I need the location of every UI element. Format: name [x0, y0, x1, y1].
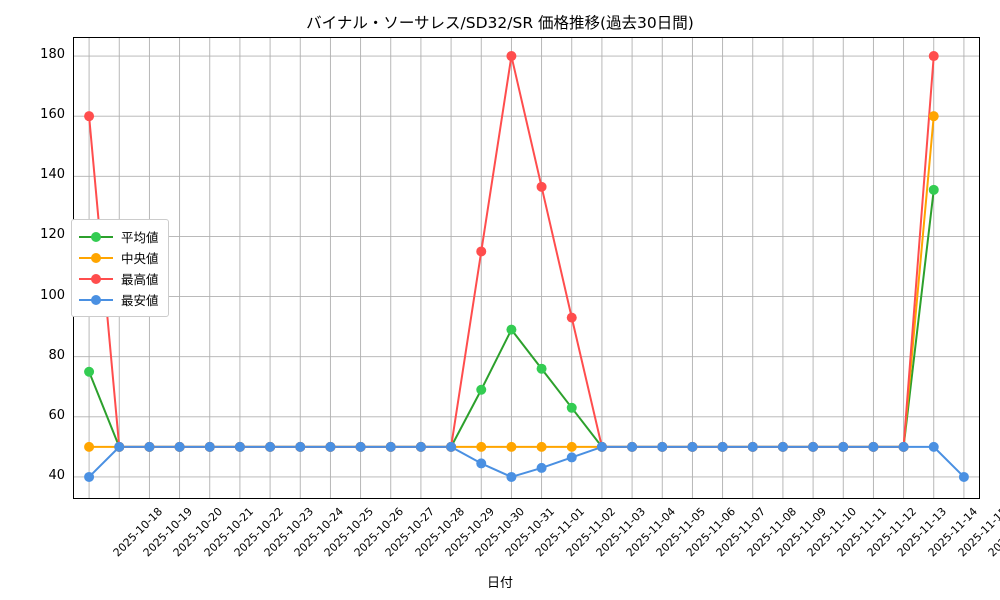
data-point-marker: [506, 51, 517, 62]
data-point-marker: [657, 441, 668, 452]
data-point-marker: [777, 441, 788, 452]
data-point-marker: [747, 441, 758, 452]
legend-item[interactable]: 平均値: [79, 226, 159, 247]
data-point-marker: [928, 184, 939, 195]
data-point-marker: [325, 441, 336, 452]
data-point-marker: [506, 324, 517, 335]
y-tick-label: 60: [48, 407, 65, 423]
grid-lines: [74, 38, 979, 498]
data-point-marker: [84, 441, 95, 452]
data-point-marker: [596, 441, 607, 452]
chart-title: バイナル・ソーサレス/SD32/SR 価格推移(過去30日間): [306, 14, 694, 32]
x-axis-label: 日付: [486, 576, 513, 591]
data-point-marker: [476, 458, 487, 469]
data-point-marker: [928, 111, 939, 122]
data-point-marker: [204, 441, 215, 452]
data-point-marker: [446, 441, 457, 452]
data-point-marker: [265, 441, 276, 452]
data-point-marker: [536, 441, 547, 452]
data-point-marker: [928, 441, 939, 452]
legend-label: 平均値: [121, 230, 159, 245]
data-point-marker: [808, 441, 819, 452]
y-tick-label: 180: [40, 47, 65, 63]
y-tick-label: 140: [40, 167, 65, 183]
y-tick-label: 100: [40, 287, 65, 303]
legend-item[interactable]: 中央値: [79, 247, 159, 268]
data-point-marker: [566, 441, 577, 452]
data-point-marker: [566, 312, 577, 323]
data-point-marker: [144, 441, 155, 452]
legend-label: 最安値: [121, 293, 159, 308]
legend-marker-icon: [79, 272, 113, 286]
data-point-marker: [415, 441, 426, 452]
data-point-marker: [476, 441, 487, 452]
data-point-marker: [174, 441, 185, 452]
data-point-marker: [84, 111, 95, 122]
data-point-marker: [838, 441, 849, 452]
plot-area: [73, 37, 980, 499]
data-point-marker: [476, 384, 487, 395]
legend-item[interactable]: 最高値: [79, 268, 159, 289]
data-point-marker: [234, 441, 245, 452]
data-point-marker: [898, 441, 909, 452]
data-point-marker: [627, 441, 638, 452]
data-point-marker: [566, 452, 577, 463]
data-point-marker: [958, 471, 969, 482]
y-tick-label: 40: [48, 467, 65, 483]
legend-marker-icon: [79, 251, 113, 265]
legend-marker-icon: [79, 230, 113, 244]
legend: 平均値中央値最高値最安値: [71, 219, 169, 317]
data-point-marker: [687, 441, 698, 452]
legend-marker-icon: [79, 293, 113, 307]
legend-item[interactable]: 最安値: [79, 289, 159, 310]
data-point-marker: [295, 441, 306, 452]
data-point-marker: [84, 366, 95, 377]
y-tick-label: 80: [48, 347, 65, 363]
legend-label: 最高値: [121, 272, 159, 287]
data-point-marker: [868, 441, 879, 452]
data-point-marker: [84, 471, 95, 482]
data-point-marker: [476, 246, 487, 257]
series-markers: [84, 51, 969, 482]
data-point-marker: [536, 181, 547, 192]
data-point-marker: [506, 441, 517, 452]
y-tick-label: 160: [40, 107, 65, 123]
data-point-marker: [114, 441, 125, 452]
series-lines: [88, 55, 965, 478]
data-point-marker: [566, 402, 577, 413]
data-point-marker: [928, 51, 939, 62]
data-point-marker: [506, 471, 517, 482]
legend-label: 中央値: [121, 251, 159, 266]
data-point-marker: [536, 462, 547, 473]
y-axis-label: 値 (円): [0, 210, 1, 250]
plot-svg: [74, 38, 979, 498]
data-point-marker: [355, 441, 366, 452]
y-tick-label: 120: [40, 227, 65, 243]
data-point-marker: [717, 441, 728, 452]
data-point-marker: [536, 363, 547, 374]
series-line: [88, 445, 965, 478]
data-point-marker: [385, 441, 396, 452]
